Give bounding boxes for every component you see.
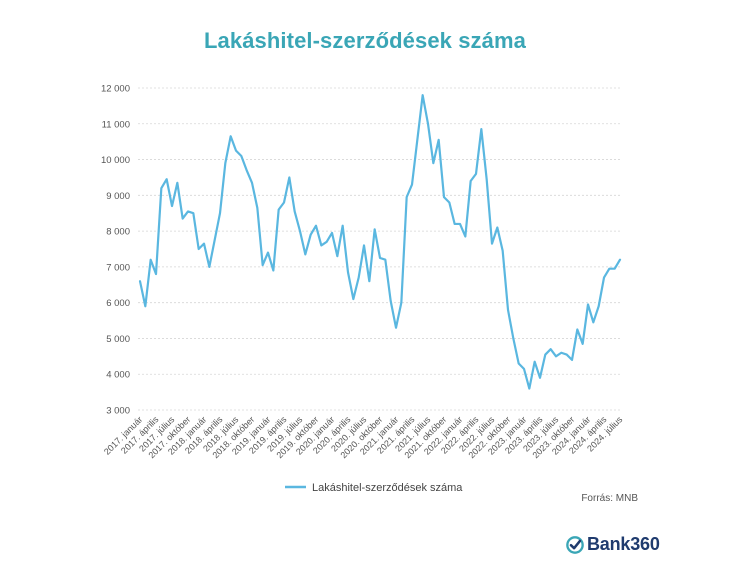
y-tick-label: 11 000 (102, 119, 130, 130)
y-tick-label: 10 000 (101, 155, 130, 166)
y-axis-labels: 3 000 4 000 5 000 6 000 7 000 8 000 9 000 10 00… (101, 84, 130, 417)
y-tick-label: 3 000 (106, 406, 130, 417)
chart-title: Lakáshitel-szerződések száma (204, 28, 526, 53)
y-tick-label: 5 000 (106, 334, 130, 345)
gridlines (138, 87, 620, 411)
legend: Lakáshitel-szerződések száma (285, 482, 463, 494)
series-line (138, 94, 622, 390)
logo-text: Bank360 (587, 534, 660, 554)
y-tick-label: 12 000 (101, 84, 130, 95)
y-tick-label: 6 000 (106, 298, 130, 309)
check-circle-icon (566, 535, 584, 554)
source-note: Forrás: MNB (581, 493, 638, 504)
y-tick-label: 4 000 (106, 370, 130, 381)
legend-label: Lakáshitel-szerződések száma (312, 482, 463, 494)
y-tick-label: 8 000 (106, 227, 130, 238)
y-tick-label: 7 000 (106, 262, 130, 273)
y-tick-label: 9 000 (106, 191, 130, 202)
bank360-logo: Bank360 (566, 534, 660, 555)
